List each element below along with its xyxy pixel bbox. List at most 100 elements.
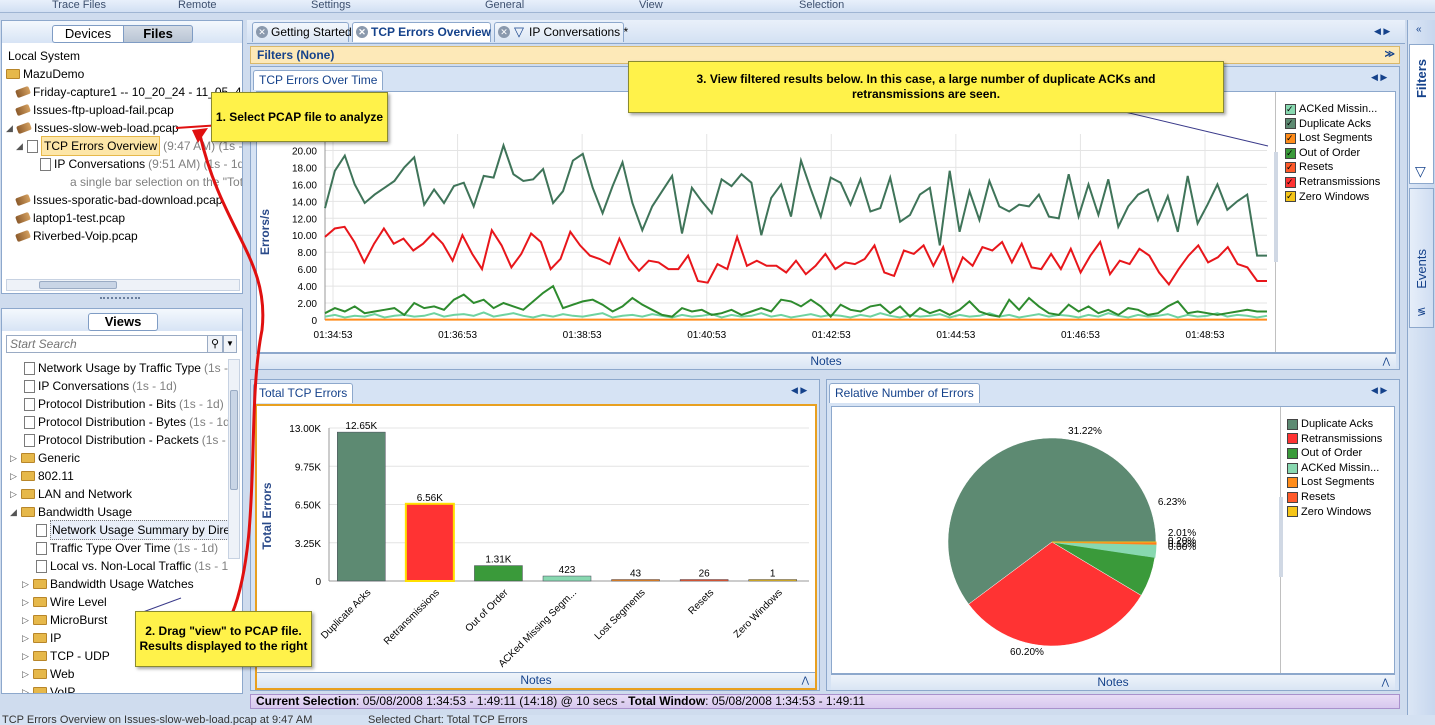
tree-item-tcp-errors-overview[interactable]: ◢ TCP Errors Overview (9:47 AM) (1s - — [16, 136, 242, 156]
legend-checkbox[interactable]: ✓ — [1285, 103, 1296, 115]
expand-arrow-icon[interactable]: ▷ — [22, 687, 29, 693]
ribbon-group-trace-files[interactable]: Trace Files — [52, 0, 106, 11]
search-dropdown-icon[interactable]: ▼ — [223, 335, 237, 353]
legend-item[interactable]: Resets — [1287, 490, 1382, 505]
legend-checkbox[interactable]: ✓ — [1285, 132, 1296, 144]
files-horizontal-scrollbar[interactable] — [6, 279, 240, 291]
legend-item[interactable]: Out of Order — [1287, 446, 1382, 461]
tree-folder-mazudemo[interactable]: MazuDemo — [6, 65, 84, 83]
legend-item[interactable]: Zero Windows — [1287, 505, 1382, 520]
view-folder-bandwidth[interactable]: ◢ Bandwidth Usage — [10, 503, 132, 521]
view-folder-80211[interactable]: ▷ 802.11 — [10, 467, 74, 485]
tab-getting-started[interactable]: ✕ Getting Started — [252, 22, 352, 42]
legend-checkbox[interactable]: ✓ — [1285, 191, 1296, 203]
close-icon[interactable]: ✕ — [256, 26, 268, 38]
view-item-protocol-bytes[interactable]: Protocol Distribution - Bytes(1s - 1d) — [24, 413, 228, 431]
bar-acked-missing-segm-[interactable] — [542, 575, 592, 582]
side-tab-events[interactable]: Events ≶ — [1409, 188, 1434, 328]
collapse-chevron-icon[interactable]: ≫ — [1384, 49, 1395, 60]
expand-arrow-icon[interactable]: ◢ — [10, 507, 17, 517]
view-folder-microburst[interactable]: ▷ MicroBurst — [22, 611, 107, 629]
tree-item-slow-web-load[interactable]: ◢ Issues-slow-web-load.pcap — [6, 119, 179, 137]
view-folder-lan[interactable]: ▷ LAN and Network — [10, 485, 132, 503]
tree-item-sporatic-download[interactable]: Issues-sporatic-bad-download.pcap — [15, 191, 222, 209]
legend-item[interactable]: Duplicate Acks — [1287, 417, 1382, 432]
scroll-thumb[interactable] — [230, 390, 238, 490]
legend-item[interactable]: ✓ Zero Windows — [1285, 190, 1380, 205]
collapse-panel-icon[interactable]: « — [1416, 24, 1422, 35]
legend-item[interactable]: ✓ Out of Order — [1285, 146, 1380, 161]
view-folder-tcp-udp[interactable]: ▷ TCP - UDP — [22, 647, 110, 665]
tab-scroll-arrows-icon[interactable]: ◀ ▶ — [1374, 26, 1391, 36]
view-folder-web[interactable]: ▷ Web — [22, 665, 74, 683]
files-toggle[interactable]: Files — [123, 25, 193, 43]
expand-arrow-icon[interactable]: ▷ — [22, 597, 29, 607]
expand-arrow-icon[interactable]: ▷ — [22, 633, 29, 643]
tab-errors-over-time[interactable]: TCP Errors Over Time — [253, 70, 384, 90]
legend-item[interactable]: Lost Segments — [1287, 475, 1382, 490]
panel-splitter[interactable] — [100, 297, 140, 303]
expand-arrow-icon[interactable]: ▷ — [22, 651, 29, 661]
line-chart[interactable]: Errors/s 20.00 18.00 16.00 14.00 12.00 10.00 8.… — [257, 92, 1275, 352]
notes-bar[interactable]: Notes ⋀ — [256, 353, 1396, 369]
view-item-traffic-type[interactable]: Traffic Type Over Time (1s - 1d) — [36, 539, 218, 557]
legend-checkbox[interactable]: ✓ — [1285, 162, 1296, 174]
pie-slice-retransmissions[interactable] — [968, 541, 1142, 647]
expand-arrow-icon[interactable]: ▷ — [22, 615, 29, 625]
tab-tcp-errors-overview[interactable]: ✕ TCP Errors Overview * — [352, 22, 499, 42]
view-item-protocol-bits[interactable]: Protocol Distribution - Bits (1s - 1d) — [24, 395, 224, 413]
tree-item-ip-conversations[interactable]: IP Conversations (9:51 AM) (1s - 1d) — [40, 155, 242, 173]
views-search-box[interactable] — [6, 335, 210, 353]
notes-bar[interactable]: Notes ⋀ — [831, 674, 1395, 690]
ribbon-group-settings[interactable]: Settings — [311, 0, 351, 11]
tree-item-selection-note[interactable]: a single bar selection on the "Total TC — [70, 173, 242, 191]
expand-arrow-icon[interactable]: ◢ — [16, 141, 23, 151]
tree-item-laptop1[interactable]: laptop1-test.pcap — [15, 209, 125, 227]
ribbon-group-general[interactable]: General — [485, 0, 525, 11]
view-item-network-usage-summary[interactable]: Network Usage Summary by Direct — [36, 520, 228, 540]
expand-chevron-icon[interactable]: ⋀ — [1381, 677, 1389, 687]
notes-bar[interactable]: Notes ⋀ — [257, 672, 815, 688]
bar-out-of-order[interactable] — [474, 565, 523, 582]
tab-relative-errors[interactable]: Relative Number of Errors — [829, 383, 980, 403]
views-vertical-scrollbar[interactable] — [228, 359, 240, 559]
tree-item-riverbed-voip[interactable]: Riverbed-Voip.pcap — [15, 227, 138, 245]
legend-item[interactable]: ✓ Resets — [1285, 160, 1380, 175]
tab-total-tcp-errors[interactable]: Total TCP Errors — [253, 383, 354, 403]
tree-item-friday-capture[interactable]: Friday-capture1 -- 10_20_24 - 11_05_4 — [15, 83, 242, 101]
ribbon-group-view[interactable]: View — [639, 0, 663, 11]
legend-item[interactable]: ✓ ACKed Missin... — [1285, 102, 1380, 117]
legend-checkbox[interactable]: ✓ — [1285, 118, 1296, 130]
panel-scroll-arrows-icon[interactable]: ◀ ▶ — [791, 385, 808, 395]
chart-resize-handle[interactable] — [1279, 497, 1283, 577]
view-folder-bandwidth-watches[interactable]: ▷ Bandwidth Usage Watches — [22, 575, 194, 593]
views-search-input[interactable] — [7, 336, 207, 352]
scroll-thumb[interactable] — [39, 281, 117, 289]
expand-chevron-icon[interactable]: ⋀ — [801, 675, 809, 685]
search-options-icon[interactable]: ⚲ — [207, 335, 223, 353]
view-item-local-vs-nonlocal[interactable]: Local vs. Non-Local Traffic(1s - 1d — [36, 557, 228, 575]
legend-item[interactable]: ACKed Missin... — [1287, 461, 1382, 476]
tree-item-ftp-upload[interactable]: Issues-ftp-upload-fail.pcap — [15, 101, 174, 119]
pie-slice-duplicate-acks[interactable] — [947, 437, 1157, 605]
bar-duplicate-acks[interactable] — [337, 431, 386, 582]
expand-arrow-icon[interactable]: ◢ — [6, 123, 13, 133]
close-icon[interactable]: ✕ — [498, 26, 510, 38]
legend-item[interactable]: Retransmissions — [1287, 432, 1382, 447]
view-folder-voip[interactable]: ▷ VoIP — [22, 683, 75, 693]
chart-resize-handle[interactable] — [1274, 152, 1278, 262]
view-item-network-usage[interactable]: Network Usage by Traffic Type (1s - — [24, 359, 228, 377]
view-folder-wire-level[interactable]: ▷ Wire Level — [22, 593, 107, 611]
side-tab-filters[interactable]: Filters ▽ — [1409, 44, 1434, 184]
view-folder-generic[interactable]: ▷ Generic — [10, 449, 80, 467]
expand-arrow-icon[interactable]: ▷ — [10, 489, 17, 499]
ribbon-group-remote[interactable]: Remote — [178, 0, 217, 11]
view-item-ip-conversations[interactable]: IP Conversations (1s - 1d) — [24, 377, 177, 395]
bar-retransmissions[interactable] — [404, 502, 455, 582]
series-line-acked-missing[interactable] — [324, 311, 1268, 319]
bar-lost-segments[interactable] — [611, 579, 660, 582]
expand-arrow-icon[interactable]: ▷ — [22, 579, 29, 589]
series-line-duplicate-acks[interactable] — [324, 142, 1267, 257]
bar-zero-windows[interactable] — [748, 579, 797, 582]
panel-scroll-arrows-icon[interactable]: ◀ ▶ — [1371, 72, 1388, 82]
